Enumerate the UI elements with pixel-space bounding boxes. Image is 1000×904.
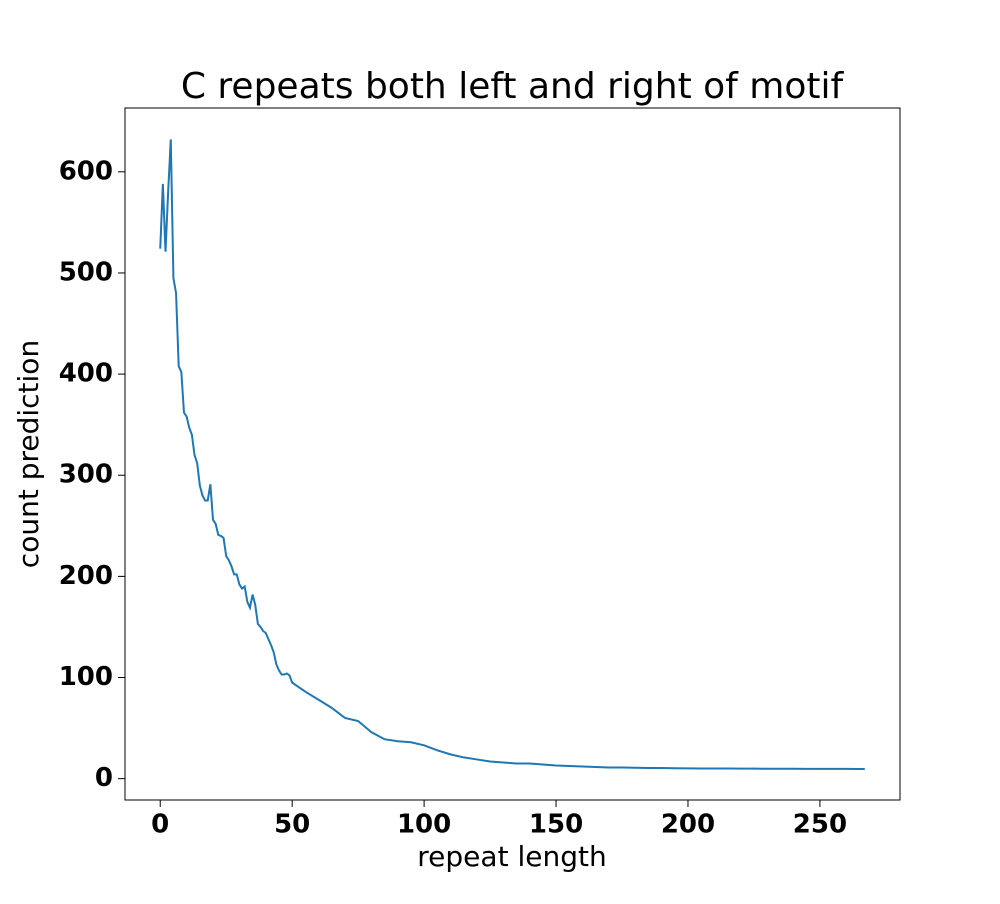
chart-title: C repeats both left and right of motif bbox=[181, 66, 845, 107]
x-tick-label: 250 bbox=[793, 810, 847, 840]
x-tick-label: 100 bbox=[397, 810, 451, 840]
y-tick-label: 500 bbox=[59, 257, 113, 287]
y-tick-label: 0 bbox=[95, 763, 113, 793]
data-line bbox=[159, 139, 865, 770]
y-tick-label: 400 bbox=[59, 359, 113, 389]
y-axis-label: count prediction bbox=[12, 340, 45, 568]
y-tick-label: 300 bbox=[59, 460, 113, 490]
x-axis-label: repeat length bbox=[417, 840, 606, 873]
x-tick-label: 0 bbox=[151, 810, 169, 840]
plot-frame bbox=[124, 107, 901, 801]
y-tick-label: 200 bbox=[59, 561, 113, 591]
x-tick-label: 200 bbox=[661, 810, 715, 840]
y-tick-label: 100 bbox=[59, 662, 113, 692]
y-tick-label: 600 bbox=[59, 156, 113, 186]
x-tick-label: 150 bbox=[529, 810, 583, 840]
x-tick-label: 50 bbox=[274, 810, 310, 840]
